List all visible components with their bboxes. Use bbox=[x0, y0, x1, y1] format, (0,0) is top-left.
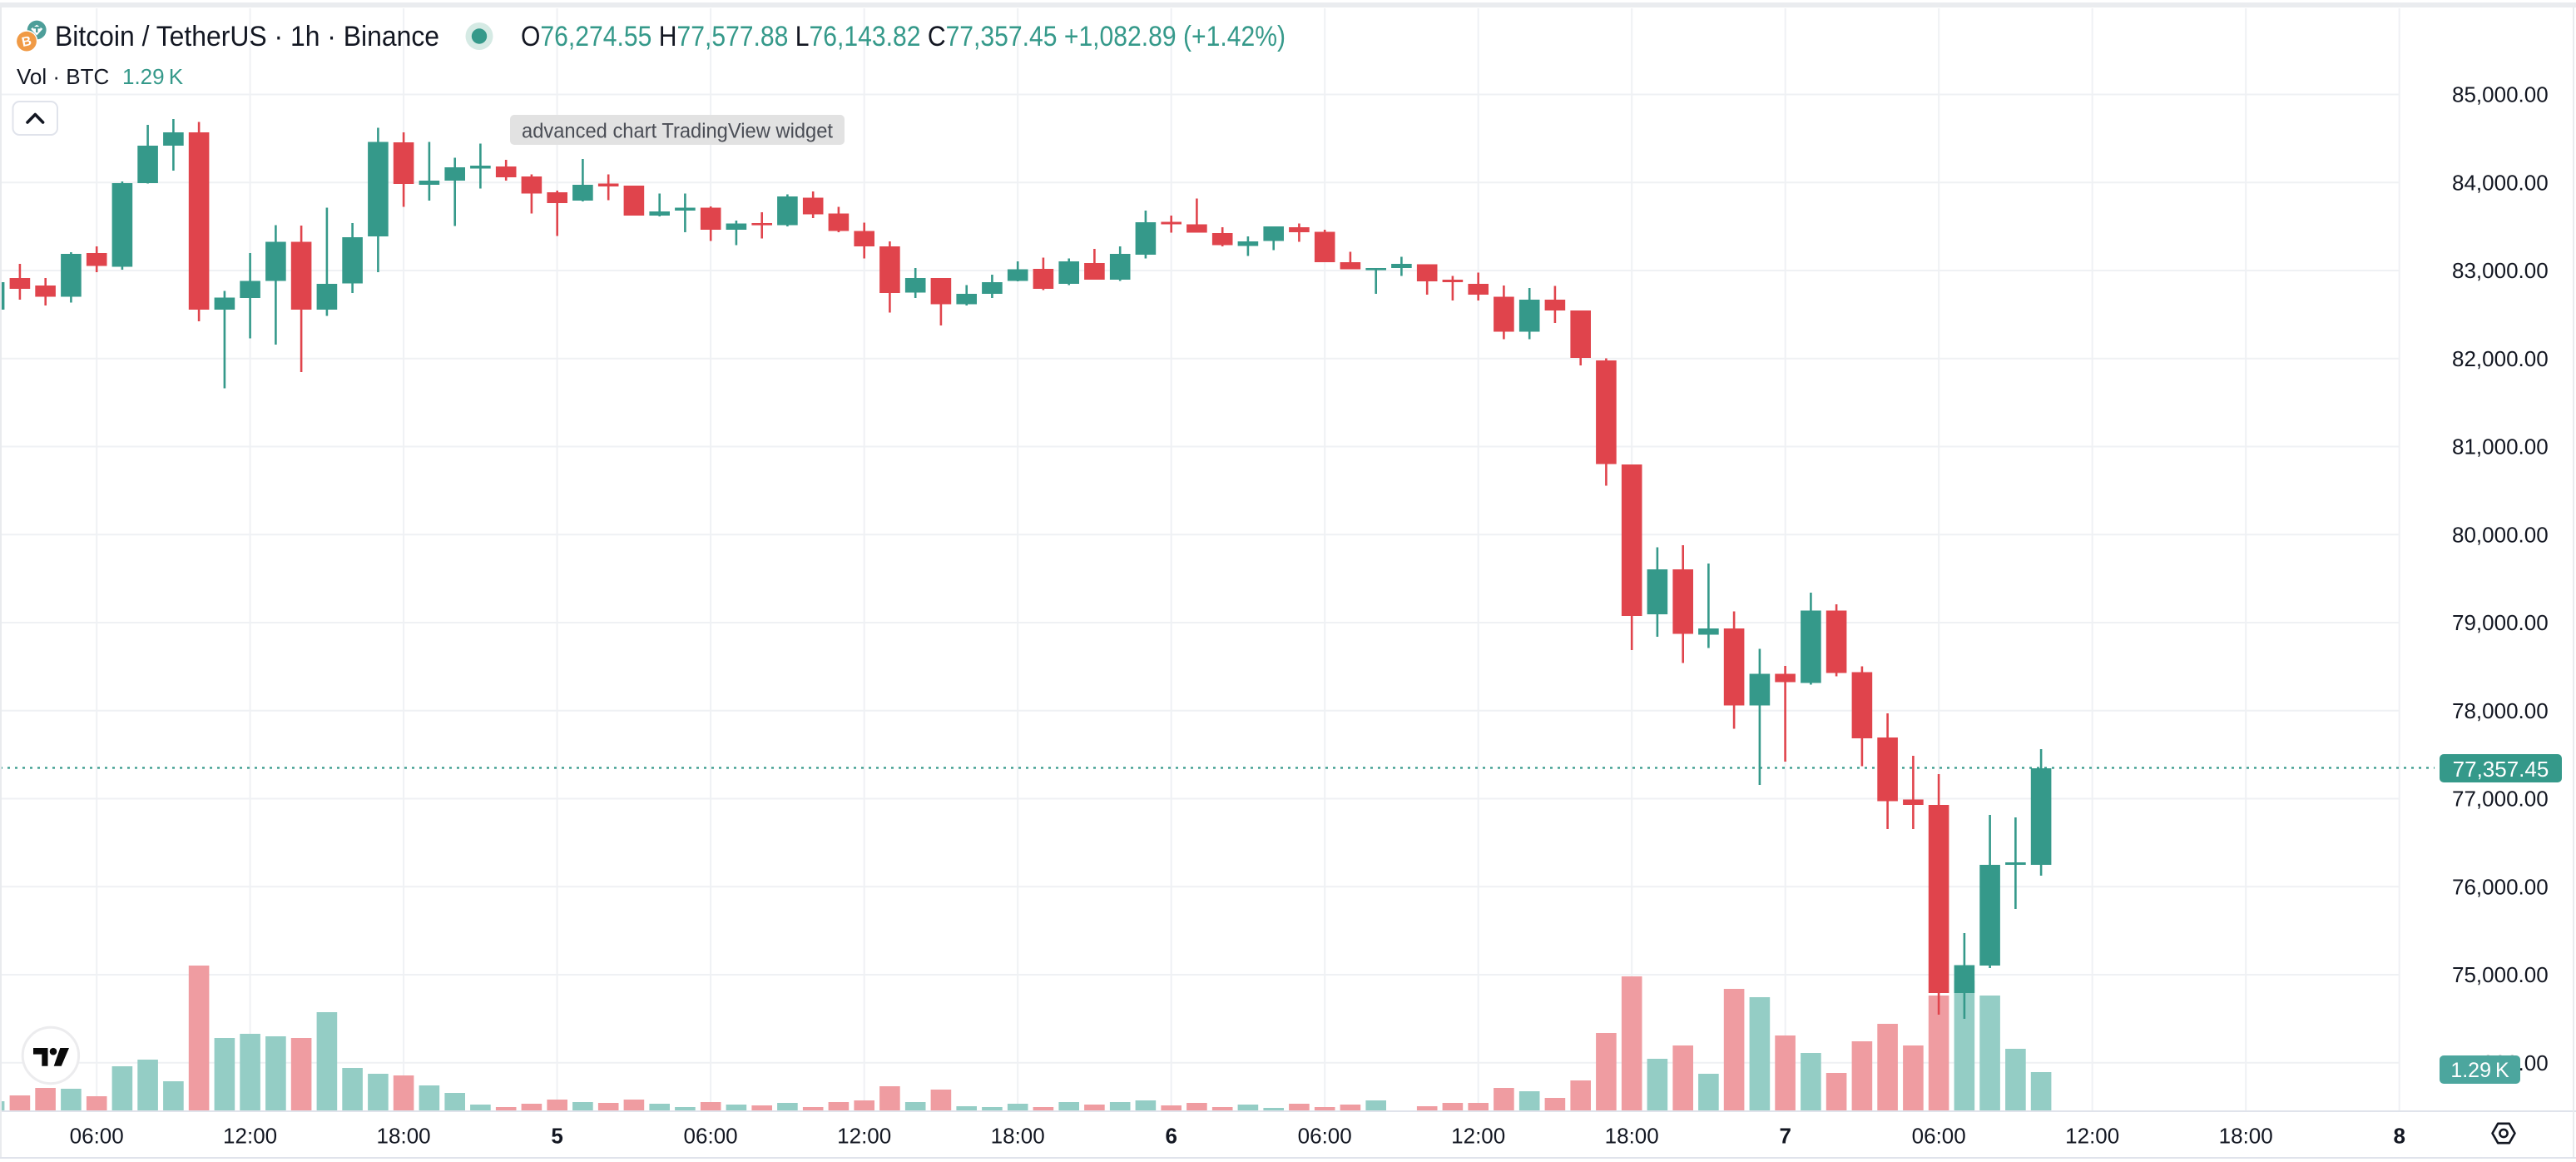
svg-text:12:00: 12:00 bbox=[1451, 1124, 1505, 1149]
svg-text:12:00: 12:00 bbox=[837, 1124, 891, 1149]
svg-text:78,000.00: 78,000.00 bbox=[2452, 698, 2549, 723]
svg-text:5: 5 bbox=[551, 1124, 562, 1149]
svg-text:18:00: 18:00 bbox=[1605, 1124, 1659, 1149]
svg-text:06:00: 06:00 bbox=[1298, 1124, 1352, 1149]
svg-text:Bitcoin / TetherUS · 1h · Bina: Bitcoin / TetherUS · 1h · Binance bbox=[55, 21, 439, 52]
svg-text:83,000.00: 83,000.00 bbox=[2452, 258, 2549, 283]
svg-text:81,000.00: 81,000.00 bbox=[2452, 435, 2549, 459]
svg-text:advanced chart TradingView wid: advanced chart TradingView widget bbox=[522, 120, 833, 143]
svg-text:18:00: 18:00 bbox=[377, 1124, 431, 1149]
svg-text:12:00: 12:00 bbox=[223, 1124, 277, 1149]
svg-text:06:00: 06:00 bbox=[684, 1124, 738, 1149]
svg-text:84,000.00: 84,000.00 bbox=[2452, 170, 2549, 195]
svg-text:18:00: 18:00 bbox=[2219, 1124, 2273, 1149]
svg-text:7: 7 bbox=[1779, 1124, 1791, 1149]
svg-text:6: 6 bbox=[1165, 1124, 1177, 1149]
svg-text:12:00: 12:00 bbox=[2065, 1124, 2119, 1149]
svg-text:77,357.45: 77,357.45 bbox=[2453, 757, 2549, 782]
svg-text:77,000.00: 77,000.00 bbox=[2452, 787, 2549, 812]
svg-text:76,000.00: 76,000.00 bbox=[2452, 874, 2549, 899]
svg-text:79,000.00: 79,000.00 bbox=[2452, 610, 2549, 635]
svg-text:8: 8 bbox=[2393, 1124, 2405, 1149]
svg-text:80,000.00: 80,000.00 bbox=[2452, 522, 2549, 547]
svg-text:B: B bbox=[21, 34, 33, 50]
svg-text:18:00: 18:00 bbox=[991, 1124, 1045, 1149]
svg-text:1.29 K: 1.29 K bbox=[122, 64, 184, 89]
svg-text:85,000.00: 85,000.00 bbox=[2452, 82, 2549, 107]
svg-text:Vol · BTC: Vol · BTC bbox=[17, 64, 109, 89]
svg-text:O76,274.55 H77,577.88 L76,143.: O76,274.55 H77,577.88 L76,143.82 C77,357… bbox=[521, 21, 1286, 52]
svg-text:82,000.00: 82,000.00 bbox=[2452, 346, 2549, 371]
svg-text:75,000.00: 75,000.00 bbox=[2452, 962, 2549, 987]
svg-text:06:00: 06:00 bbox=[70, 1124, 124, 1149]
svg-text:1.29 K: 1.29 K bbox=[2450, 1059, 2509, 1082]
svg-text:06:00: 06:00 bbox=[1912, 1124, 1966, 1149]
